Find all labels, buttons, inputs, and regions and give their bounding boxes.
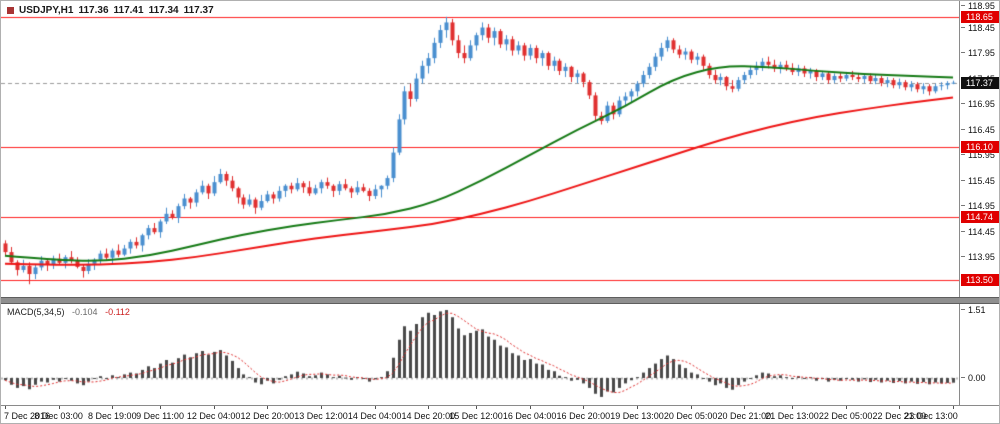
time-axis-tick	[846, 406, 847, 409]
time-tick-label: 16 Dec 04:00	[502, 411, 557, 421]
symbol-period-label: USDJPY,H1	[19, 5, 74, 16]
indicator-signal-value: -0.112	[105, 307, 130, 317]
indicator-name-label: MACD(5,34,5)	[7, 307, 65, 317]
time-axis-tick	[792, 406, 793, 409]
time-tick-label: 20 Dec 21:00	[717, 411, 772, 421]
ohlc-high-label: 117.41	[113, 5, 144, 16]
time-axis-tick	[5, 406, 6, 409]
price-level-badge: 113.50	[961, 274, 999, 287]
time-axis-tick	[428, 406, 429, 409]
time-axis-tick	[214, 406, 215, 409]
time-axis-tick	[160, 406, 161, 409]
chart-header: USDJPY,H1 117.36 117.41 117.34 117.37	[7, 5, 214, 16]
time-tick-label: 16 Dec 20:00	[556, 411, 611, 421]
time-axis-tick	[637, 406, 638, 409]
time-axis-tick	[530, 406, 531, 409]
indicator-label: MACD(5,34,5) -0.104 -0.112	[7, 307, 130, 317]
price-level-badge: 114.74	[961, 210, 999, 223]
price-tick-label: 115.95	[960, 150, 999, 160]
time-tick-label: 21 Dec 13:00	[765, 411, 819, 421]
time-axis[interactable]: 7 Dec 2016 8 Dec 03:00 8 Dec 19:00 9 Dec 11…	[1, 405, 999, 423]
time-axis-tick	[899, 406, 900, 409]
indicator-main-value: -0.104	[72, 307, 98, 317]
price-axis[interactable]: 118.95118.45117.95117.45116.95116.45115.…	[959, 1, 999, 405]
time-axis-tick	[583, 406, 584, 409]
time-tick-label: 13 Dec 12:00	[294, 411, 348, 421]
price-level-badge: 118.65	[961, 11, 999, 24]
time-axis-tick	[321, 406, 322, 409]
pane-separator-handle[interactable]	[1, 297, 999, 304]
symbol-color-icon	[7, 7, 14, 14]
current-price-badge: 117.37	[961, 76, 999, 89]
price-chart-canvas[interactable]	[1, 1, 959, 405]
time-tick-label: 22 Dec 05:00	[818, 411, 873, 421]
time-axis-tick	[375, 406, 376, 409]
macd-tick-label: 0.00	[960, 373, 999, 383]
time-tick-label: 7 Dec 2016	[4, 411, 51, 421]
time-axis-tick	[267, 406, 268, 409]
price-tick-label: 116.95	[960, 99, 999, 109]
price-tick-label: 114.95	[960, 201, 999, 211]
ohlc-low-label: 117.34	[148, 5, 179, 16]
time-tick-label: 20 Dec 05:00	[663, 411, 718, 421]
ohlc-close-label: 117.37	[183, 5, 214, 16]
macd-tick-label: 1.51	[960, 305, 999, 315]
price-tick-label: 113.95	[960, 252, 999, 262]
price-tick-label: 118.45	[960, 23, 999, 33]
time-axis-tick	[476, 406, 477, 409]
time-axis-tick	[744, 406, 745, 409]
price-level-badge: 116.10	[961, 141, 999, 154]
time-axis-tick	[953, 406, 954, 409]
price-tick-label: 114.45	[960, 227, 999, 237]
time-axis-tick	[112, 406, 113, 409]
time-tick-label: 12 Dec 20:00	[240, 411, 295, 421]
ohlc-open-label: 117.36	[78, 5, 109, 16]
time-tick-label: 12 Dec 04:00	[186, 411, 241, 421]
price-tick-label: 118.95	[960, 1, 999, 11]
price-tick-label: 116.45	[960, 125, 999, 135]
time-tick-label: 14 Dec 04:00	[347, 411, 402, 421]
price-tick-label: 115.45	[960, 176, 999, 186]
time-axis-tick	[59, 406, 60, 409]
time-tick-label: 9 Dec 11:00	[136, 411, 184, 421]
time-tick-label: 8 Dec 03:00	[34, 411, 83, 421]
time-tick-label: 22 Dec 21:00	[872, 411, 927, 421]
time-axis-tick	[691, 406, 692, 409]
time-tick-label: 8 Dec 19:00	[88, 411, 137, 421]
time-tick-label: 15 Dec 12:00	[449, 411, 503, 421]
time-tick-label: 23 Dec 13:00	[904, 411, 958, 421]
time-tick-label: 19 Dec 13:00	[610, 411, 664, 421]
price-tick-label: 117.95	[960, 48, 999, 58]
time-tick-label: 14 Dec 20:00	[401, 411, 456, 421]
